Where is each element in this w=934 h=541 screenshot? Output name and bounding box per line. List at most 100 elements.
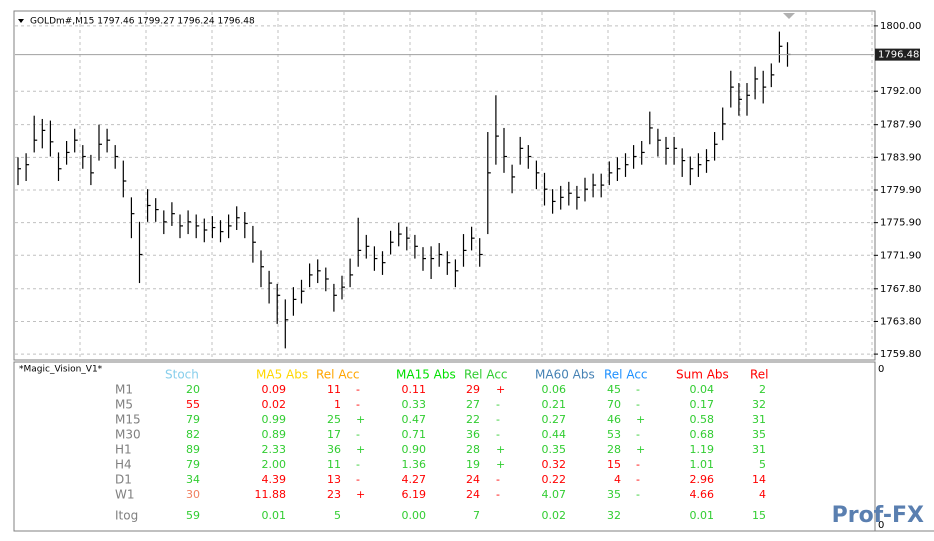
table-cell: 13: [327, 473, 341, 486]
last-price-label: 1796.48: [878, 50, 919, 61]
table-cell: 0.01: [690, 509, 715, 522]
row-label: D1: [115, 473, 132, 487]
y-tick-label: 1800.00: [880, 21, 921, 32]
y-tick-label: 1775.90: [880, 218, 921, 229]
table-cell: -: [636, 458, 640, 471]
table-cell: 0.89: [262, 428, 287, 441]
indicator-name: *Magic_Vision_V1*: [19, 365, 103, 375]
table-cell: -: [636, 398, 640, 411]
table-cell: -: [496, 413, 500, 426]
table-cell: 1.19: [690, 443, 715, 456]
table-cell: 2: [759, 383, 766, 396]
table-cell: 4.66: [690, 488, 715, 501]
table-cell: -: [496, 488, 500, 501]
table-cell: +: [636, 413, 645, 426]
table-cell: 35: [752, 428, 766, 441]
table-cell: 0.02: [262, 398, 287, 411]
table-cell: 79: [186, 458, 200, 471]
row-label: Itog: [115, 509, 138, 523]
table-cell: 28: [607, 443, 621, 456]
table-cell: 17: [327, 428, 341, 441]
row-label: W1: [115, 488, 135, 502]
table-cell: -: [496, 398, 500, 411]
table-cell: 4: [759, 488, 766, 501]
table-cell: 0.01: [262, 509, 287, 522]
table-cell: -: [496, 473, 500, 486]
table-cell: 23: [327, 488, 341, 501]
row-label: H4: [115, 458, 132, 472]
table-cell: 0.33: [402, 398, 427, 411]
indicator-axis-label: 0: [878, 364, 884, 375]
table-cell: -: [636, 428, 640, 441]
table-cell: 4: [614, 473, 621, 486]
y-tick-label: 1787.90: [880, 120, 921, 131]
table-cell: -: [636, 473, 640, 486]
table-cell: 0.02: [542, 509, 567, 522]
y-tick-label: 1783.90: [880, 152, 921, 163]
y-tick-label: 1779.90: [880, 185, 921, 196]
table-cell: -: [636, 488, 640, 501]
table-cell: 14: [752, 473, 766, 486]
table-cell: 0.22: [542, 473, 567, 486]
table-cell: -: [356, 398, 360, 411]
y-tick-label: 1763.80: [880, 316, 921, 327]
table-cell: -: [356, 428, 360, 441]
table-cell: -: [356, 383, 360, 396]
shift-marker: [783, 13, 795, 19]
table-header: Stoch: [165, 368, 199, 382]
table-cell: -: [496, 428, 500, 441]
table-cell: 29: [466, 383, 480, 396]
row-label: M1: [115, 383, 133, 397]
table-cell: 30: [186, 488, 200, 501]
table-cell: 4.07: [542, 488, 567, 501]
table-cell: 82: [186, 428, 200, 441]
table-cell: 36: [466, 428, 480, 441]
table-header: MA60 Abs: [535, 368, 595, 382]
table-cell: 27: [466, 398, 480, 411]
table-cell: 53: [607, 428, 621, 441]
table-cell: 1.36: [402, 458, 427, 471]
table-cell: 89: [186, 443, 200, 456]
table-cell: 0.71: [402, 428, 427, 441]
table-cell: 0.00: [402, 509, 427, 522]
table-cell: 0.47: [402, 413, 427, 426]
table-cell: 1: [334, 398, 341, 411]
table-cell: 32: [607, 509, 621, 522]
table-cell: 11: [327, 458, 341, 471]
table-cell: +: [496, 458, 505, 471]
table-cell: 22: [466, 413, 480, 426]
table-cell: 70: [607, 398, 621, 411]
table-cell: 0.58: [690, 413, 715, 426]
table-cell: 0.68: [690, 428, 715, 441]
table-cell: 20: [186, 383, 200, 396]
table-header: Sum Abs: [676, 368, 729, 382]
table-cell: 2.96: [690, 473, 715, 486]
table-cell: 36: [327, 443, 341, 456]
chart-title: GOLDm#,M15 1797.46 1799.27 1796.24 1796.…: [30, 17, 255, 27]
table-header: Rel Acc: [464, 368, 508, 382]
table-cell: 15: [607, 458, 621, 471]
row-label: M30: [115, 428, 141, 442]
table-cell: 24: [466, 488, 480, 501]
row-label: M15: [115, 413, 141, 427]
table-cell: 31: [752, 413, 766, 426]
row-label: M5: [115, 398, 133, 412]
table-cell: 0.35: [542, 443, 567, 456]
table-cell: 6.19: [402, 488, 427, 501]
table-cell: 19: [466, 458, 480, 471]
indicator-axis-label: 0: [878, 520, 884, 531]
table-header: Rel Acc: [604, 368, 648, 382]
y-tick-label: 1767.80: [880, 284, 921, 295]
row-label: H1: [115, 443, 132, 457]
table-cell: 0.04: [690, 383, 715, 396]
table-cell: 0.44: [542, 428, 567, 441]
table-cell: 2.33: [262, 443, 287, 456]
table-cell: +: [496, 443, 505, 456]
table-cell: 34: [186, 473, 200, 486]
y-tick-label: 1759.80: [880, 349, 921, 360]
table-cell: 35: [607, 488, 621, 501]
watermark: Prof-FX: [832, 503, 924, 528]
table-cell: 0.17: [690, 398, 715, 411]
table-cell: +: [636, 443, 645, 456]
